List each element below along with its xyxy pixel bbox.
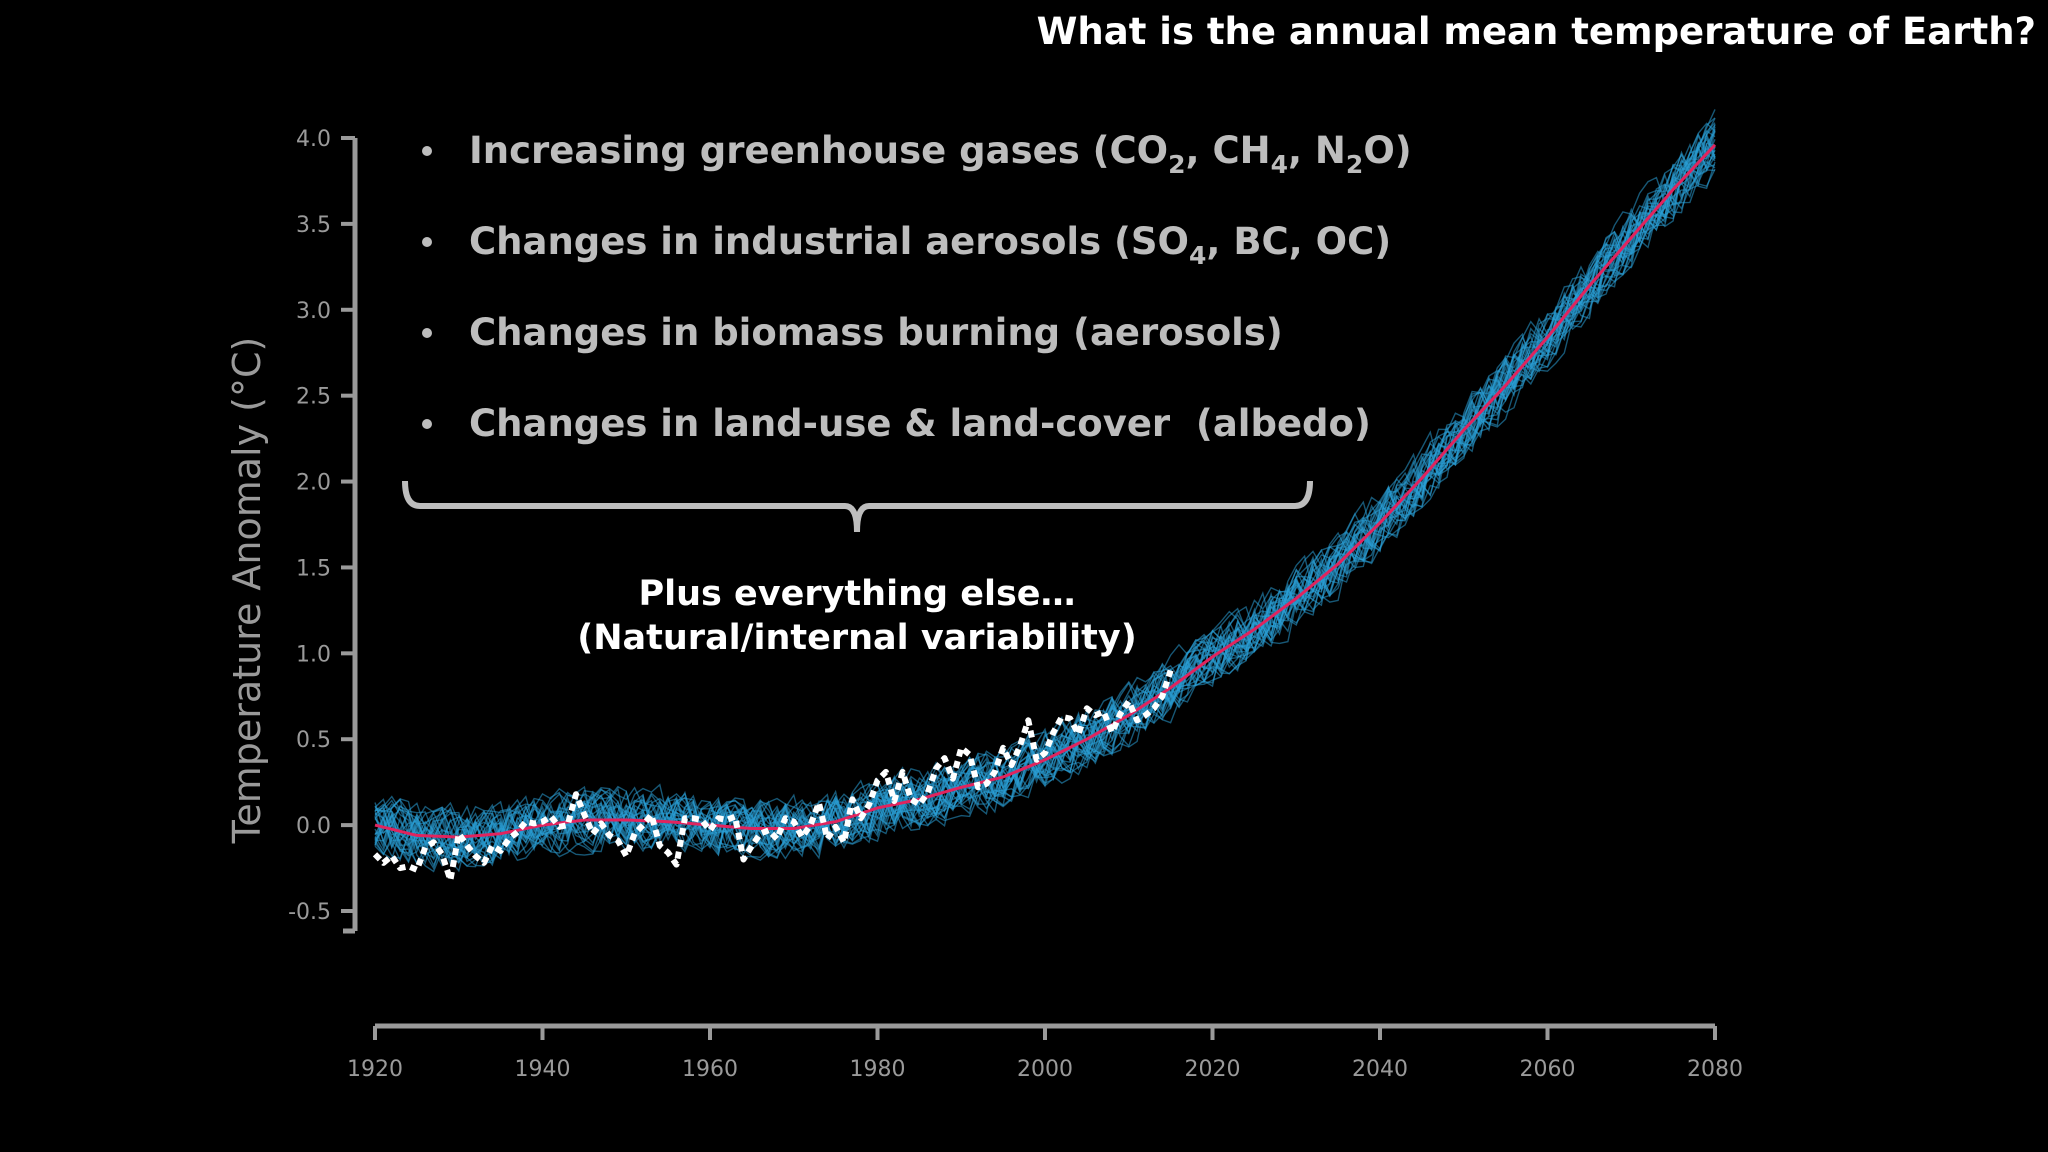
y-tick-label: 3.0 xyxy=(296,299,331,324)
axes: 4.0 3.5 3.0 2.5 2.0 1.5 1.0 0.5 0.0 -0.5 1920 1940 1… xyxy=(288,127,1743,1082)
ensemble-member-line xyxy=(374,130,1716,855)
slide-title: What is the annual mean temperature of E… xyxy=(1036,10,2036,53)
bullet-dot xyxy=(422,237,432,247)
y-tick-label: 1.0 xyxy=(296,642,331,667)
bullet-list: Increasing greenhouse gases (CO2, CH4, N… xyxy=(422,129,1412,445)
x-tick-label: 1960 xyxy=(682,1057,738,1082)
bullet-text-land-use: Changes in land-use & land-cover (albedo… xyxy=(469,402,1371,445)
curly-brace xyxy=(402,480,1313,533)
bullet-dot xyxy=(422,419,432,429)
y-tick-label: 3.5 xyxy=(296,213,331,238)
y-tick-label: 2.0 xyxy=(296,471,331,496)
x-tick-label: 2020 xyxy=(1185,1057,1241,1082)
y-tick-label: 0.0 xyxy=(296,814,331,839)
bullet-dot xyxy=(422,146,432,156)
y-tick-label: 0.5 xyxy=(296,728,331,753)
x-tick-label: 1940 xyxy=(515,1057,571,1082)
ensemble-mean-line xyxy=(374,143,1717,839)
observed-series xyxy=(372,669,1174,884)
x-tick-label: 2060 xyxy=(1520,1057,1576,1082)
x-tick-label: 1980 xyxy=(850,1057,906,1082)
x-tick-label: 1920 xyxy=(347,1057,403,1082)
ensemble-member-line xyxy=(374,124,1716,860)
observed-line xyxy=(372,669,1174,884)
y-tick-label: -0.5 xyxy=(288,900,331,925)
x-tick-label: 2040 xyxy=(1352,1057,1408,1082)
y-tick-label: 1.5 xyxy=(296,556,331,581)
bullet-item: Increasing greenhouse gases (CO2, CH4, N… xyxy=(422,129,1412,179)
bullet-text-aerosols: Changes in industrial aerosols (SO4, BC,… xyxy=(469,220,1391,270)
y-axis-label: Temperature Anomaly (°C) xyxy=(225,337,269,845)
y-tick-label: 4.0 xyxy=(296,127,331,152)
bullet-text-biomass: Changes in biomass burning (aerosols) xyxy=(469,311,1283,354)
ensemble-member-line xyxy=(374,141,1716,867)
y-tick-label: 2.5 xyxy=(296,385,331,410)
bullet-item: Changes in industrial aerosols (SO4, BC,… xyxy=(422,220,1391,270)
bullet-dot xyxy=(422,328,432,338)
ensemble-member-line xyxy=(374,128,1716,861)
annotation-line-1: Plus everything else… xyxy=(638,574,1075,614)
ensemble-mean-series xyxy=(374,143,1717,839)
x-tick-label: 2080 xyxy=(1687,1057,1743,1082)
ensemble-member-line xyxy=(374,142,1716,868)
bullet-text-greenhouse: Increasing greenhouse gases (CO2, CH4, N… xyxy=(469,129,1412,179)
bullet-item: Changes in land-use & land-cover (albedo… xyxy=(422,402,1371,445)
annotation-line-2: (Natural/internal variability) xyxy=(577,618,1136,658)
x-tick-label: 2000 xyxy=(1017,1057,1073,1082)
bullet-item: Changes in biomass burning (aerosols) xyxy=(422,311,1283,354)
